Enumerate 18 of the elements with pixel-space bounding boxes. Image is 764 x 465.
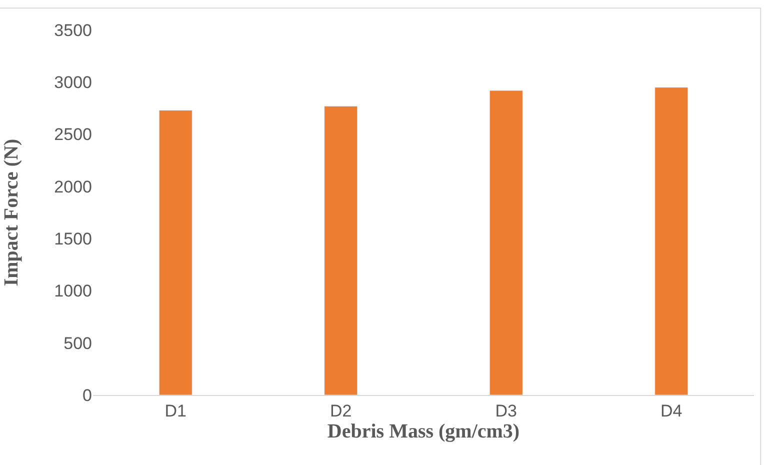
- y-tick-label: 500: [64, 334, 92, 353]
- y-tick-label: 3500: [54, 20, 92, 40]
- y-tick-label: 2500: [54, 125, 92, 144]
- x-tick-label: D3: [495, 401, 517, 420]
- x-axis-title: Debris Mass (gm/cm3): [327, 420, 520, 442]
- x-tick-label: D1: [164, 401, 186, 420]
- x-tick-label: D2: [330, 401, 352, 420]
- y-tick-label: 1500: [54, 230, 92, 249]
- bar: [158, 110, 192, 395]
- y-axis-title: Impact Force (N): [0, 138, 23, 286]
- bar: [654, 87, 688, 395]
- x-tick-label: D4: [660, 401, 682, 420]
- y-tick-label: 1000: [54, 282, 92, 301]
- y-tick-label: 3000: [54, 73, 92, 92]
- y-tick-label: 2000: [54, 177, 92, 196]
- bar: [324, 106, 358, 395]
- bar: [489, 90, 523, 395]
- y-tick-label: 0: [82, 386, 92, 405]
